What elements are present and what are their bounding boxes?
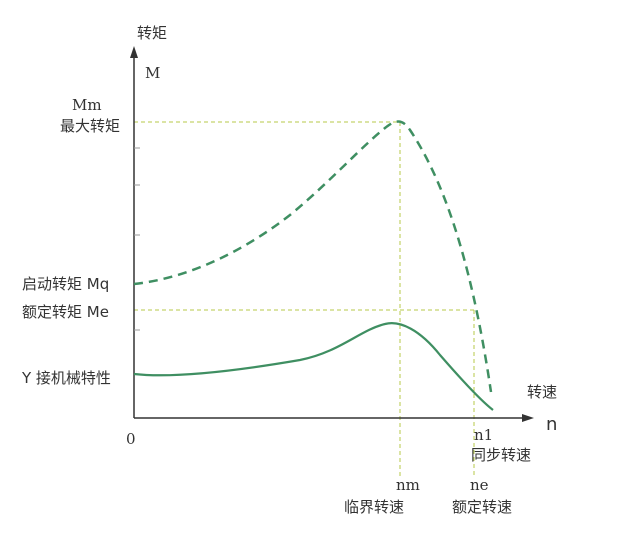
x-axis-arrow xyxy=(522,414,534,422)
axes xyxy=(133,52,528,419)
ne-label: 额定转速 xyxy=(452,498,512,516)
y-curve-label: Y 接机械特性 xyxy=(21,369,111,387)
n1-symbol: n1 xyxy=(474,426,493,444)
me-label: 额定转矩 Me xyxy=(22,303,109,321)
y-axis-symbol: M xyxy=(145,64,160,82)
mq-label: 启动转矩 Mq xyxy=(22,275,109,293)
x-axis-symbol: n xyxy=(546,414,557,435)
mm-symbol: Mm xyxy=(72,96,102,114)
guide-lines xyxy=(134,121,475,478)
y-axis-arrow xyxy=(130,46,138,58)
y-axis-ticks xyxy=(134,147,140,331)
y-curve-solid xyxy=(133,322,494,411)
origin-label: 0 xyxy=(126,430,136,448)
nm-label: 临界转速 xyxy=(344,498,404,516)
x-axis-title: 转速 xyxy=(527,383,557,401)
ne-symbol: ne xyxy=(470,476,489,494)
delta-curve-dashed xyxy=(133,120,493,393)
nm-symbol: nm xyxy=(396,476,420,494)
n1-label: 同步转速 xyxy=(471,446,531,464)
y-axis-title: 转矩 xyxy=(137,24,167,42)
mm-label: 最大转矩 xyxy=(60,117,120,135)
